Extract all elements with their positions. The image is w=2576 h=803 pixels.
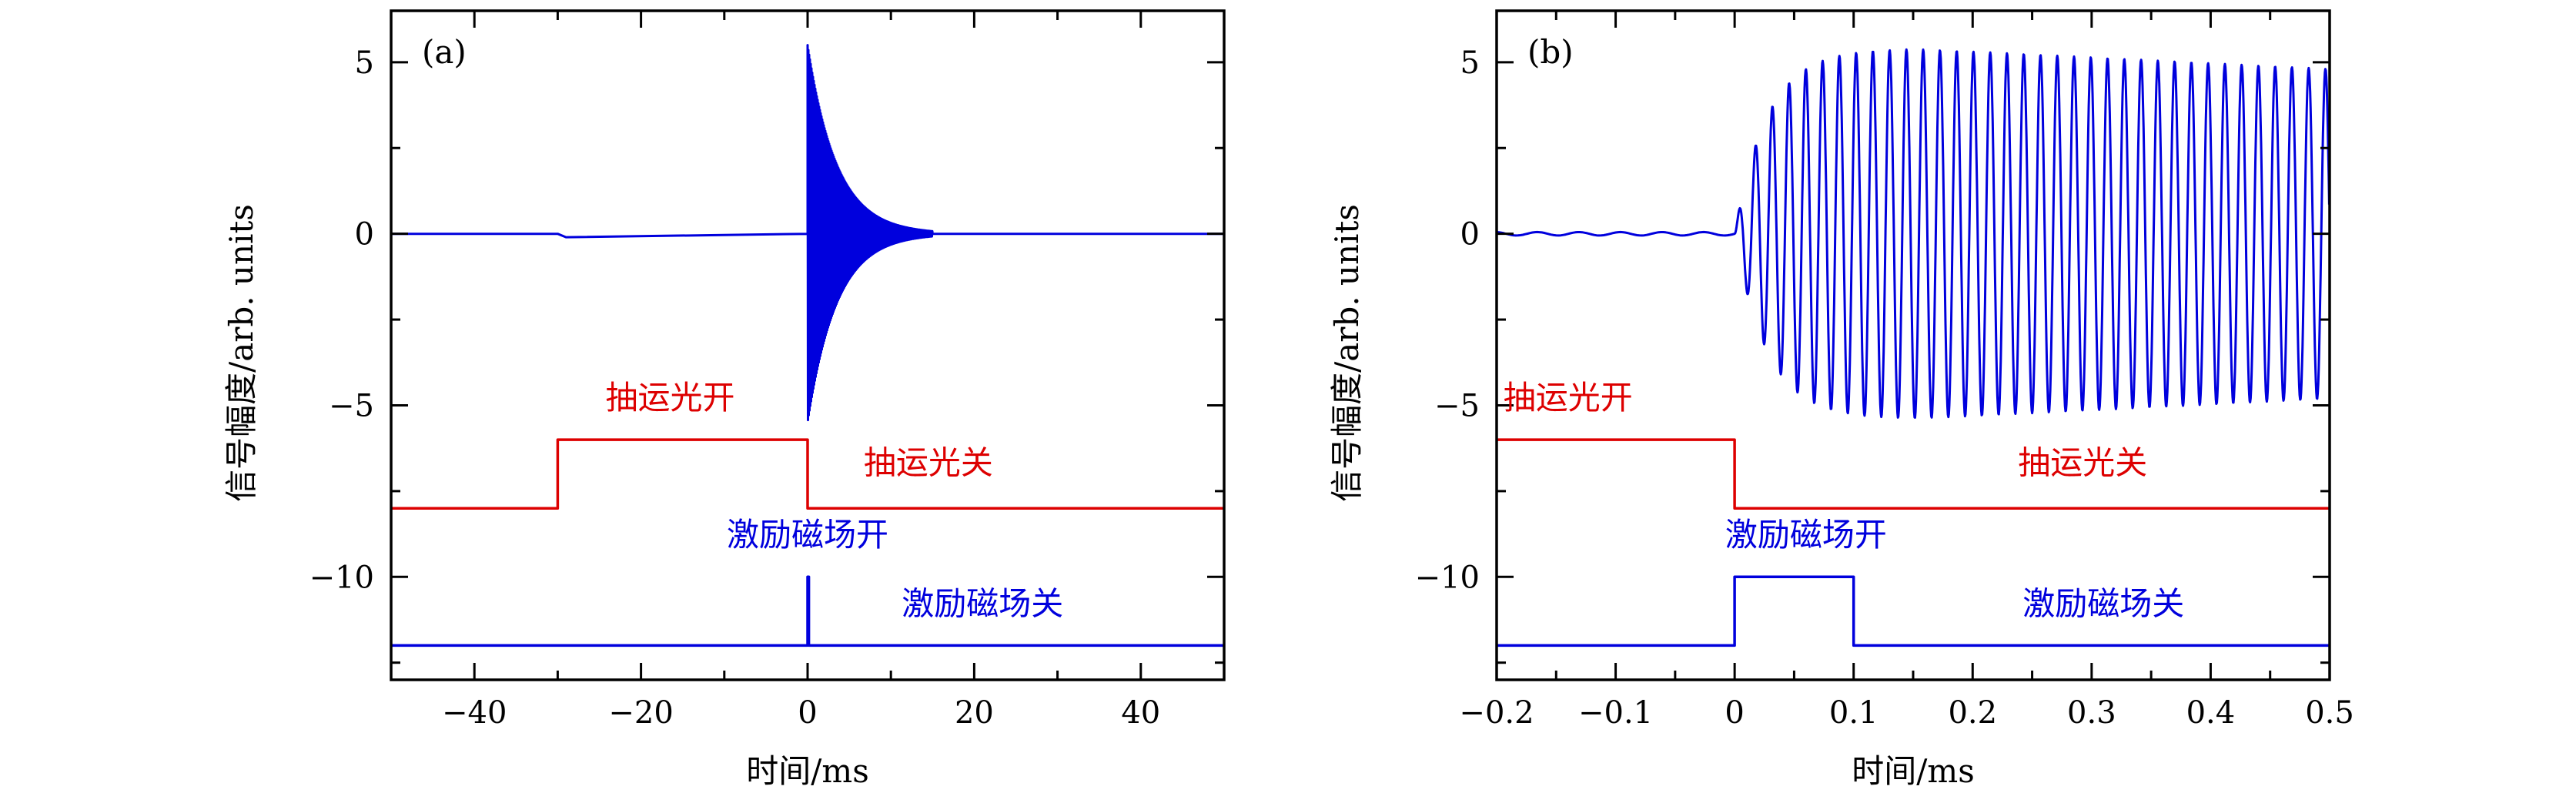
series-line-1 — [391, 44, 1224, 422]
x-tick-label: 0.4 — [2186, 695, 2236, 731]
annotation-label: 抽运光关 — [864, 444, 993, 482]
annotation-label: 抽运光开 — [1504, 379, 1633, 417]
x-tick-label: −0.1 — [1578, 695, 1653, 731]
x-tick-label: 20 — [955, 695, 994, 731]
y-axis-label: 信号幅度/arb. units — [1328, 204, 1366, 502]
panel-label: (a) — [422, 33, 467, 71]
y-tick-label: −5 — [1434, 388, 1480, 423]
x-tick-label: 40 — [1121, 695, 1160, 731]
x-tick-label: 0.2 — [1948, 695, 1997, 731]
series-line-1 — [1496, 48, 2330, 419]
y-tick-label: 5 — [1460, 45, 1480, 81]
annotation-label: 激励磁场关 — [902, 584, 1063, 622]
annotation-label: 激励磁场开 — [1725, 516, 1887, 554]
series-line-2 — [1497, 438, 2330, 510]
panel-label: (b) — [1527, 33, 1574, 71]
x-tick-label: 0.3 — [2067, 695, 2116, 731]
annotation-label: 抽运光开 — [605, 379, 734, 417]
y-tick-label: 5 — [355, 45, 374, 81]
annotation-label: 激励磁场关 — [2022, 584, 2184, 622]
x-axis-label: 时间/ms — [746, 752, 869, 790]
series-line-2 — [391, 438, 1224, 510]
y-axis-label: 信号幅度/arb. units — [222, 204, 260, 502]
x-tick-label: 0.5 — [2305, 695, 2354, 731]
y-tick-label: 0 — [355, 217, 374, 253]
y-tick-label: −5 — [329, 388, 374, 423]
x-tick-label: 0 — [798, 695, 817, 731]
y-tick-label: 0 — [1460, 217, 1480, 253]
x-tick-label: 0 — [1725, 695, 1744, 731]
annotation-label: 激励磁场开 — [727, 516, 888, 554]
panel-b: −0.2 −0.1 0 0.1 0.2 0.3 0.4 0.5 5 0 −5 −10 时间/ms 信号幅度… — [1328, 9, 2354, 790]
x-tick-label: −20 — [608, 695, 673, 731]
panel-a: −40 −20 0 20 40 5 0 −5 −10 时间/ms 信号幅度/arb. units (a… — [222, 9, 1226, 790]
x-tick-label: −40 — [442, 695, 507, 731]
x-axis-label: 时间/ms — [1852, 752, 1975, 790]
series-line-3 — [1497, 575, 2330, 647]
x-tick-label: −0.2 — [1459, 695, 1534, 731]
series-line-3 — [391, 575, 1224, 647]
annotation-label: 抽运光关 — [2018, 444, 2147, 482]
x-tick-label: 0.1 — [1829, 695, 1878, 731]
y-tick-label: −10 — [1415, 560, 1480, 595]
y-tick-label: −10 — [309, 560, 374, 595]
